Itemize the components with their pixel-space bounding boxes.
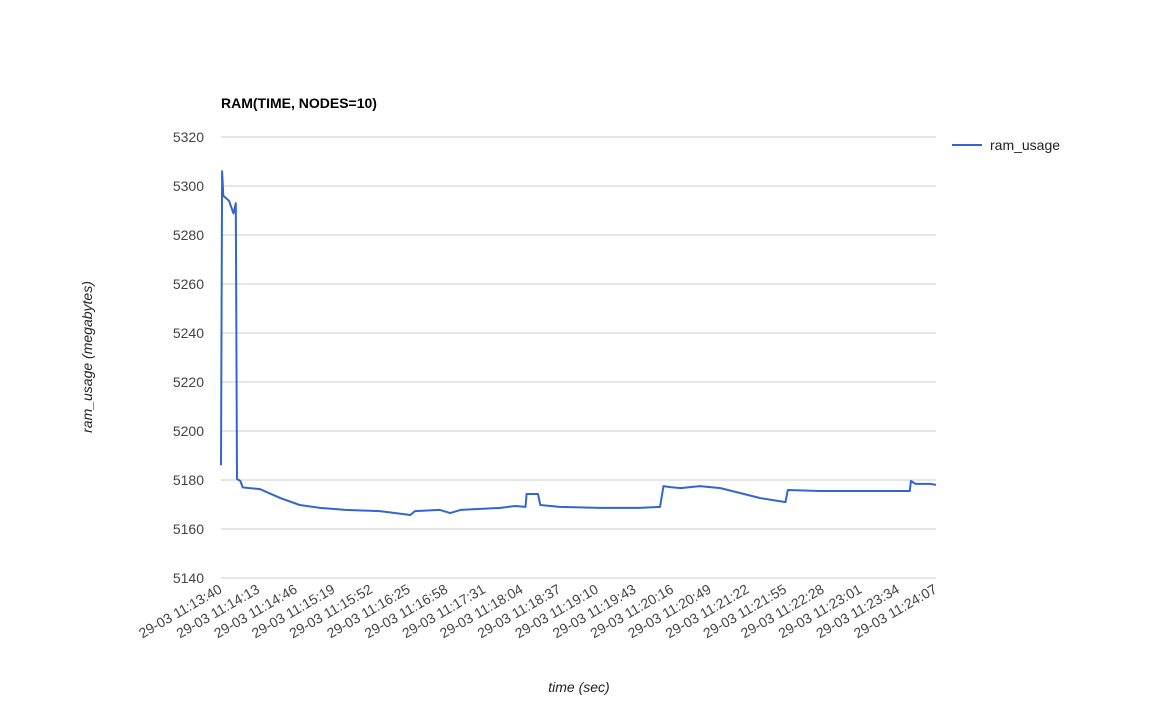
legend[interactable]: ram_usage xyxy=(952,137,1060,153)
y-tick-label: 5140 xyxy=(173,570,204,586)
y-tick-label: 5180 xyxy=(173,472,204,488)
y-tick-label: 5300 xyxy=(173,178,204,194)
y-tick-label: 5260 xyxy=(173,276,204,292)
y-tick-label: 5240 xyxy=(173,325,204,341)
y-tick-label: 5280 xyxy=(173,227,204,243)
y-tick-label: 5160 xyxy=(173,521,204,537)
legend-label: ram_usage xyxy=(990,137,1060,153)
y-tick-label: 5200 xyxy=(173,423,204,439)
gridlines xyxy=(221,136,936,579)
y-tick-label: 5320 xyxy=(173,129,204,145)
y-tick-label: 5220 xyxy=(173,374,204,390)
y-axis-ticks: 5140 5160 5180 5200 5220 5240 5260 5280 5300 5320 xyxy=(173,129,204,586)
y-axis-title: ram_usage (megabytes) xyxy=(79,281,95,433)
x-axis-title: time (sec) xyxy=(548,679,609,695)
chart-title: RAM(TIME, NODES=10) xyxy=(221,95,377,111)
series-lines xyxy=(220,170,937,516)
series-line-ram_usage xyxy=(220,170,937,516)
